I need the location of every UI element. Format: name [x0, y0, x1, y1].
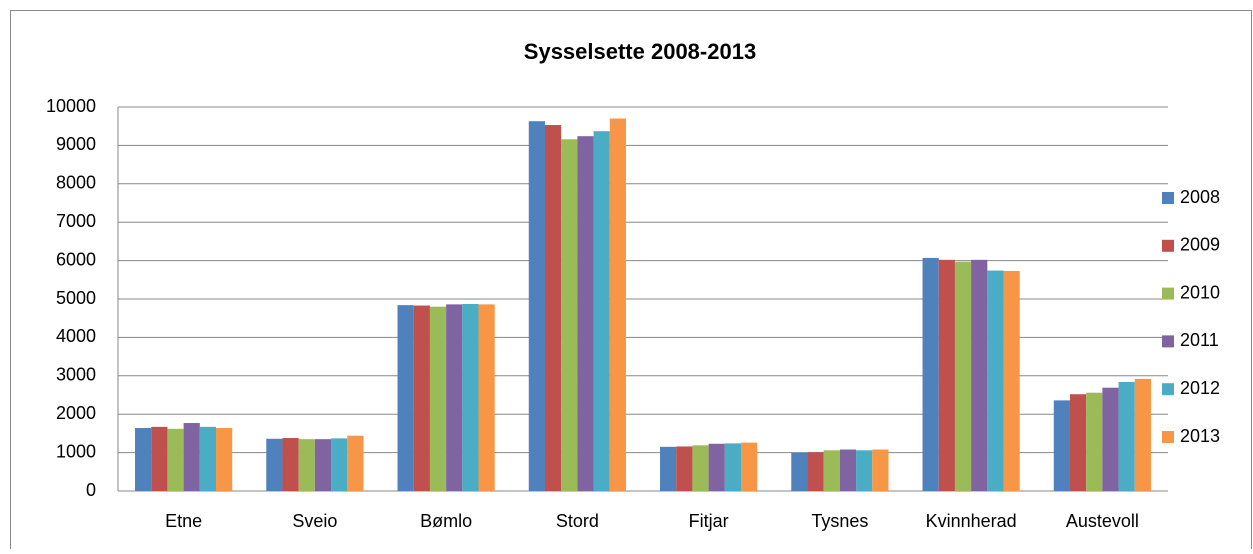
legend-swatch — [1162, 287, 1174, 300]
y-tick-label: 10000 — [46, 96, 96, 116]
bar — [282, 438, 299, 491]
bar — [347, 435, 364, 491]
y-tick-label: 5000 — [56, 288, 96, 308]
x-tick-label: Tysnes — [811, 511, 868, 531]
legend-swatch — [1162, 239, 1174, 252]
y-tick-label: 0 — [86, 480, 96, 500]
y-tick-label: 9000 — [56, 134, 96, 154]
bar — [791, 452, 808, 491]
bar — [1069, 394, 1087, 491]
x-tick-label: Austevoll — [1066, 511, 1139, 531]
bar — [151, 426, 168, 491]
legend-swatch — [1162, 431, 1174, 443]
bar — [1134, 378, 1151, 491]
bar — [660, 446, 677, 491]
bar — [413, 305, 430, 491]
bar — [987, 270, 1004, 491]
bar — [741, 442, 758, 491]
bar — [462, 303, 479, 491]
legend-swatch — [1162, 383, 1174, 396]
bar — [954, 261, 972, 491]
bar — [478, 304, 495, 491]
chart-title: Sysselsette 2008-2013 — [524, 39, 756, 64]
y-tick-label: 3000 — [56, 365, 96, 385]
bar — [593, 131, 610, 491]
legend-label: 2010 — [1180, 282, 1220, 302]
bar — [528, 121, 545, 491]
y-tick-label: 2000 — [56, 403, 96, 423]
x-tick-label: Bømlo — [420, 511, 472, 531]
bar — [1053, 400, 1070, 491]
bar — [872, 449, 889, 491]
bar — [839, 449, 857, 491]
bar — [922, 257, 939, 491]
legend-label: 2012 — [1180, 378, 1220, 398]
bar — [266, 438, 283, 491]
bar — [544, 125, 562, 491]
y-tick-label: 8000 — [56, 173, 96, 193]
legend-label: 2009 — [1180, 235, 1220, 255]
bar — [216, 428, 233, 491]
bar — [183, 423, 200, 491]
x-tick-label: Etne — [165, 511, 202, 531]
bar — [856, 450, 873, 491]
y-tick-label: 7000 — [56, 211, 96, 231]
bar — [692, 445, 709, 491]
bar — [1118, 381, 1135, 491]
bar — [1086, 392, 1103, 491]
x-tick-label: Sveio — [292, 511, 337, 531]
bar — [167, 428, 184, 491]
bar — [708, 443, 725, 491]
y-tick-label: 1000 — [56, 441, 96, 461]
bar — [561, 139, 578, 492]
bar — [609, 118, 626, 492]
legend-label: 2008 — [1180, 187, 1220, 207]
bar — [676, 446, 693, 491]
bar — [446, 304, 463, 491]
x-tick-label: Kvinnherad — [926, 511, 1017, 531]
bar — [199, 426, 217, 491]
legend-swatch — [1162, 335, 1174, 348]
bar — [938, 259, 955, 491]
x-tick-label: Fitjar — [689, 511, 729, 531]
bar — [397, 305, 414, 491]
legend-label: 2011 — [1180, 330, 1219, 350]
y-tick-label: 4000 — [56, 326, 96, 346]
bar — [135, 428, 152, 491]
legend-swatch — [1162, 192, 1174, 204]
bar — [807, 452, 824, 491]
bar — [823, 450, 840, 491]
bar — [971, 259, 988, 491]
bar — [1003, 270, 1020, 491]
y-tick-label: 6000 — [56, 249, 96, 269]
bar — [314, 439, 332, 491]
bar — [298, 439, 315, 491]
bar — [1102, 387, 1119, 491]
bar — [724, 443, 742, 491]
bar — [331, 438, 348, 491]
bar — [429, 306, 447, 491]
bar — [577, 136, 594, 491]
x-tick-label: Stord — [556, 511, 599, 531]
legend-label: 2013 — [1180, 426, 1220, 446]
